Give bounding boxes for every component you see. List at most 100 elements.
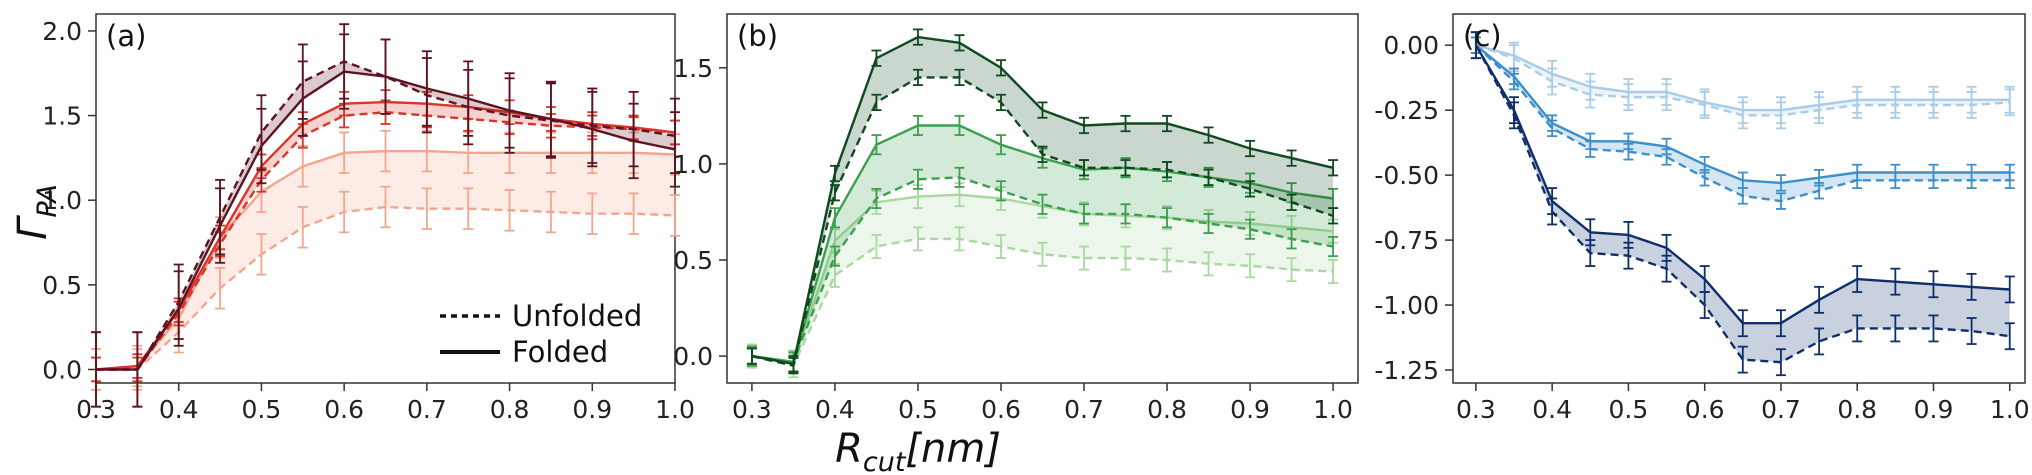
panel-a-series-3-folded-errorbar (132, 331, 143, 408)
panel-c-series-3-folded-errorbar (1775, 309, 1786, 338)
panel-c-series-3-unfolded-errorbar (1966, 317, 1977, 345)
panel-b-series-3-unfolded-errorbar (1120, 159, 1131, 177)
panel-a-y-tick-label: 1.5 (42, 102, 82, 131)
panel-b: 0.3 0.4 0.5 0.6 0.7 0.8 0.9 1.0 0.0 0.5 1.0 1.5 (b) (673, 13, 1359, 424)
panel-b-y-tick-label: 0.5 (673, 246, 713, 275)
panel-b-series-2-unfolded-errorbar (1203, 212, 1214, 234)
panel-a-x-tick-label: 1.0 (655, 395, 695, 424)
panel-c-series-2-folded-errorbar (1547, 114, 1558, 132)
panel-b-series-3-unfolded-errorbar (954, 68, 965, 87)
panel-b-series-1-unfolded-errorbar (1162, 247, 1173, 273)
panel-c-series-2-folded-errorbar (1661, 137, 1672, 156)
panel-a-y-tick-label: 0.5 (42, 271, 82, 300)
panel-b-x-tick-label: 0.9 (1230, 395, 1270, 424)
panel-c-series-3-folded-errorbar (1966, 272, 1977, 301)
panel-c-series-3-folded-errorbar (1814, 285, 1825, 314)
x-axis-label: Rcut[nm] (835, 426, 1001, 475)
panel-c-x-tick-label: 0.3 (1456, 395, 1496, 424)
panel-c-series-3-folded-errorbar (2004, 275, 2015, 304)
panel-a-series-1-unfolded-errorbar (628, 192, 639, 235)
panel-a-series-3-folded-errorbar (587, 90, 598, 168)
panel-c-y-tick-label: -0.75 (1374, 226, 1439, 255)
panel-c-y-tick-label: -1.00 (1374, 291, 1439, 320)
panel-c-series-3-folded-errorbar (1890, 267, 1901, 296)
panel-b-x-tick-label: 0.5 (898, 395, 938, 424)
panel-b-series-3-unfolded-errorbar (1245, 180, 1256, 198)
panel-a-series-3-folded-errorbar (421, 50, 432, 127)
panel-a-series-3-folded-errorbar (215, 187, 226, 264)
panel-c-series-3-unfolded-errorbar (1775, 348, 1786, 377)
panel-b-series-2-unfolded-errorbar (1286, 228, 1297, 250)
panel-c-series-1-folded-errorbar (1852, 85, 1863, 114)
panel-b-y-tick-label: 0.0 (673, 342, 713, 371)
panel-c-series-1-folded-errorbar (1585, 72, 1596, 101)
panel-c-series-1 (1470, 31, 2015, 130)
panel-a-series-3-folded-errorbar (297, 60, 308, 137)
panel-b-x-tick-label: 0.4 (815, 395, 855, 424)
panel-a-series-3-unfolded-line (96, 60, 676, 371)
panel-c-series-2 (1470, 36, 2015, 210)
panel-b-series-3-unfolded-errorbar (1079, 159, 1090, 177)
panel-c-x-tick-label: 0.8 (1837, 395, 1877, 424)
panel-b-series-1-unfolded-errorbar (1245, 253, 1256, 279)
panel-b-series-3-folded-errorbar (1120, 114, 1131, 133)
panel-b-series-2-unfolded-errorbar (1245, 218, 1256, 240)
panel-c-series-1-folded-errorbar (2004, 85, 2015, 114)
panel-c-series-2-folded-errorbar (1966, 163, 1977, 182)
x-axis-label-main: R (835, 426, 863, 472)
panel-b-series-1-unfolded-errorbar (1203, 251, 1214, 277)
panel-b-series-1-unfolded-errorbar (1120, 245, 1131, 271)
panel-b-series-3-unfolded-errorbar (1286, 193, 1297, 211)
panel-c-x-tick-label: 0.6 (1685, 395, 1725, 424)
panel-c-series-3-band (1475, 45, 2010, 363)
panel-c-series-1-folded-errorbar (1699, 88, 1710, 117)
panel-c-series-3-folded-errorbar (1661, 233, 1672, 262)
panel-c-series-2-folded-errorbar (1890, 163, 1901, 182)
y-axis-label-main: Γ (10, 215, 56, 240)
panel-b-series-2-unfolded-errorbar (1162, 207, 1173, 229)
panel-c-series-3-unfolded-errorbar (1890, 314, 1901, 343)
panel-b-series-2-folded-errorbar (871, 134, 882, 156)
panel-b-series-2-unfolded-errorbar (954, 166, 965, 188)
panel-a-series-3-folded-errorbar (504, 72, 515, 149)
panel-c-series-3-folded-errorbar (1470, 31, 1481, 60)
legend-dashed-label: Unfolded (512, 299, 642, 333)
panel-c-series-1-folded-errorbar (1623, 78, 1634, 106)
panel-b-series-3-unfolded-errorbar (995, 93, 1006, 111)
panel-c-x-tick-label: 0.4 (1532, 395, 1572, 424)
panel-a-series-1-unfolded-errorbar (587, 192, 598, 235)
panel-b-series-3-folded-errorbar (912, 28, 923, 46)
panel-a-series-3-folded-errorbar (339, 33, 350, 110)
panel-a-series-1-unfolded-errorbar (545, 190, 556, 234)
panel-b-series-3-folded-errorbar (829, 164, 840, 183)
panel-b-series-3-unfolded-errorbar (871, 93, 882, 111)
panel-c-series-2-folded-errorbar (2004, 163, 2015, 182)
panel-a-series-1-unfolded-errorbar (256, 233, 267, 276)
panel-b-y-tick-label: 1.5 (673, 54, 713, 83)
panel-a-series-1-unfolded-errorbar (339, 190, 350, 234)
panel-c-series-3-folded-errorbar (1928, 270, 1939, 299)
panel-a-x-tick-label: 0.9 (572, 395, 612, 424)
panel-a-series-3-folded-errorbar (173, 270, 184, 347)
panel-c-label: (c) (1463, 19, 1502, 53)
panel-a-series-3 (91, 23, 680, 408)
panel-c-x-tick-label: 0.7 (1761, 395, 1801, 424)
panel-b-series-1-unfolded-errorbar (912, 226, 923, 252)
panel-b-series-2-unfolded-errorbar (829, 245, 840, 267)
panel-b-series-3-folded-errorbar (954, 34, 965, 52)
panel-c-series-1-folded-errorbar (1928, 85, 1939, 114)
panel-a-y-tick-label: 1.0 (42, 186, 82, 215)
panel-c-y-tick-label: -1.25 (1374, 356, 1439, 385)
panel-b-series-2-unfolded-errorbar (871, 187, 882, 210)
panel-b-y-tick-label: 1.0 (673, 150, 713, 179)
panel-b-series-3-folded-errorbar (1162, 114, 1173, 133)
panel-a-series-3-folded-errorbar (256, 107, 267, 185)
panel-a-series-1-unfolded-errorbar (504, 189, 515, 232)
panel-b-series-3-folded-errorbar (1037, 101, 1048, 119)
panel-c-series-2-unfolded-errorbar (1775, 192, 1786, 210)
panel-b-series-1-unfolded-errorbar (995, 234, 1006, 259)
panel-a-y-tick-label: 2.0 (42, 17, 82, 46)
panel-c-series-2-folded-errorbar (1699, 156, 1710, 174)
panel-c-series-1-folded-errorbar (1775, 96, 1786, 125)
panel-b-series-2-unfolded-errorbar (912, 168, 923, 190)
